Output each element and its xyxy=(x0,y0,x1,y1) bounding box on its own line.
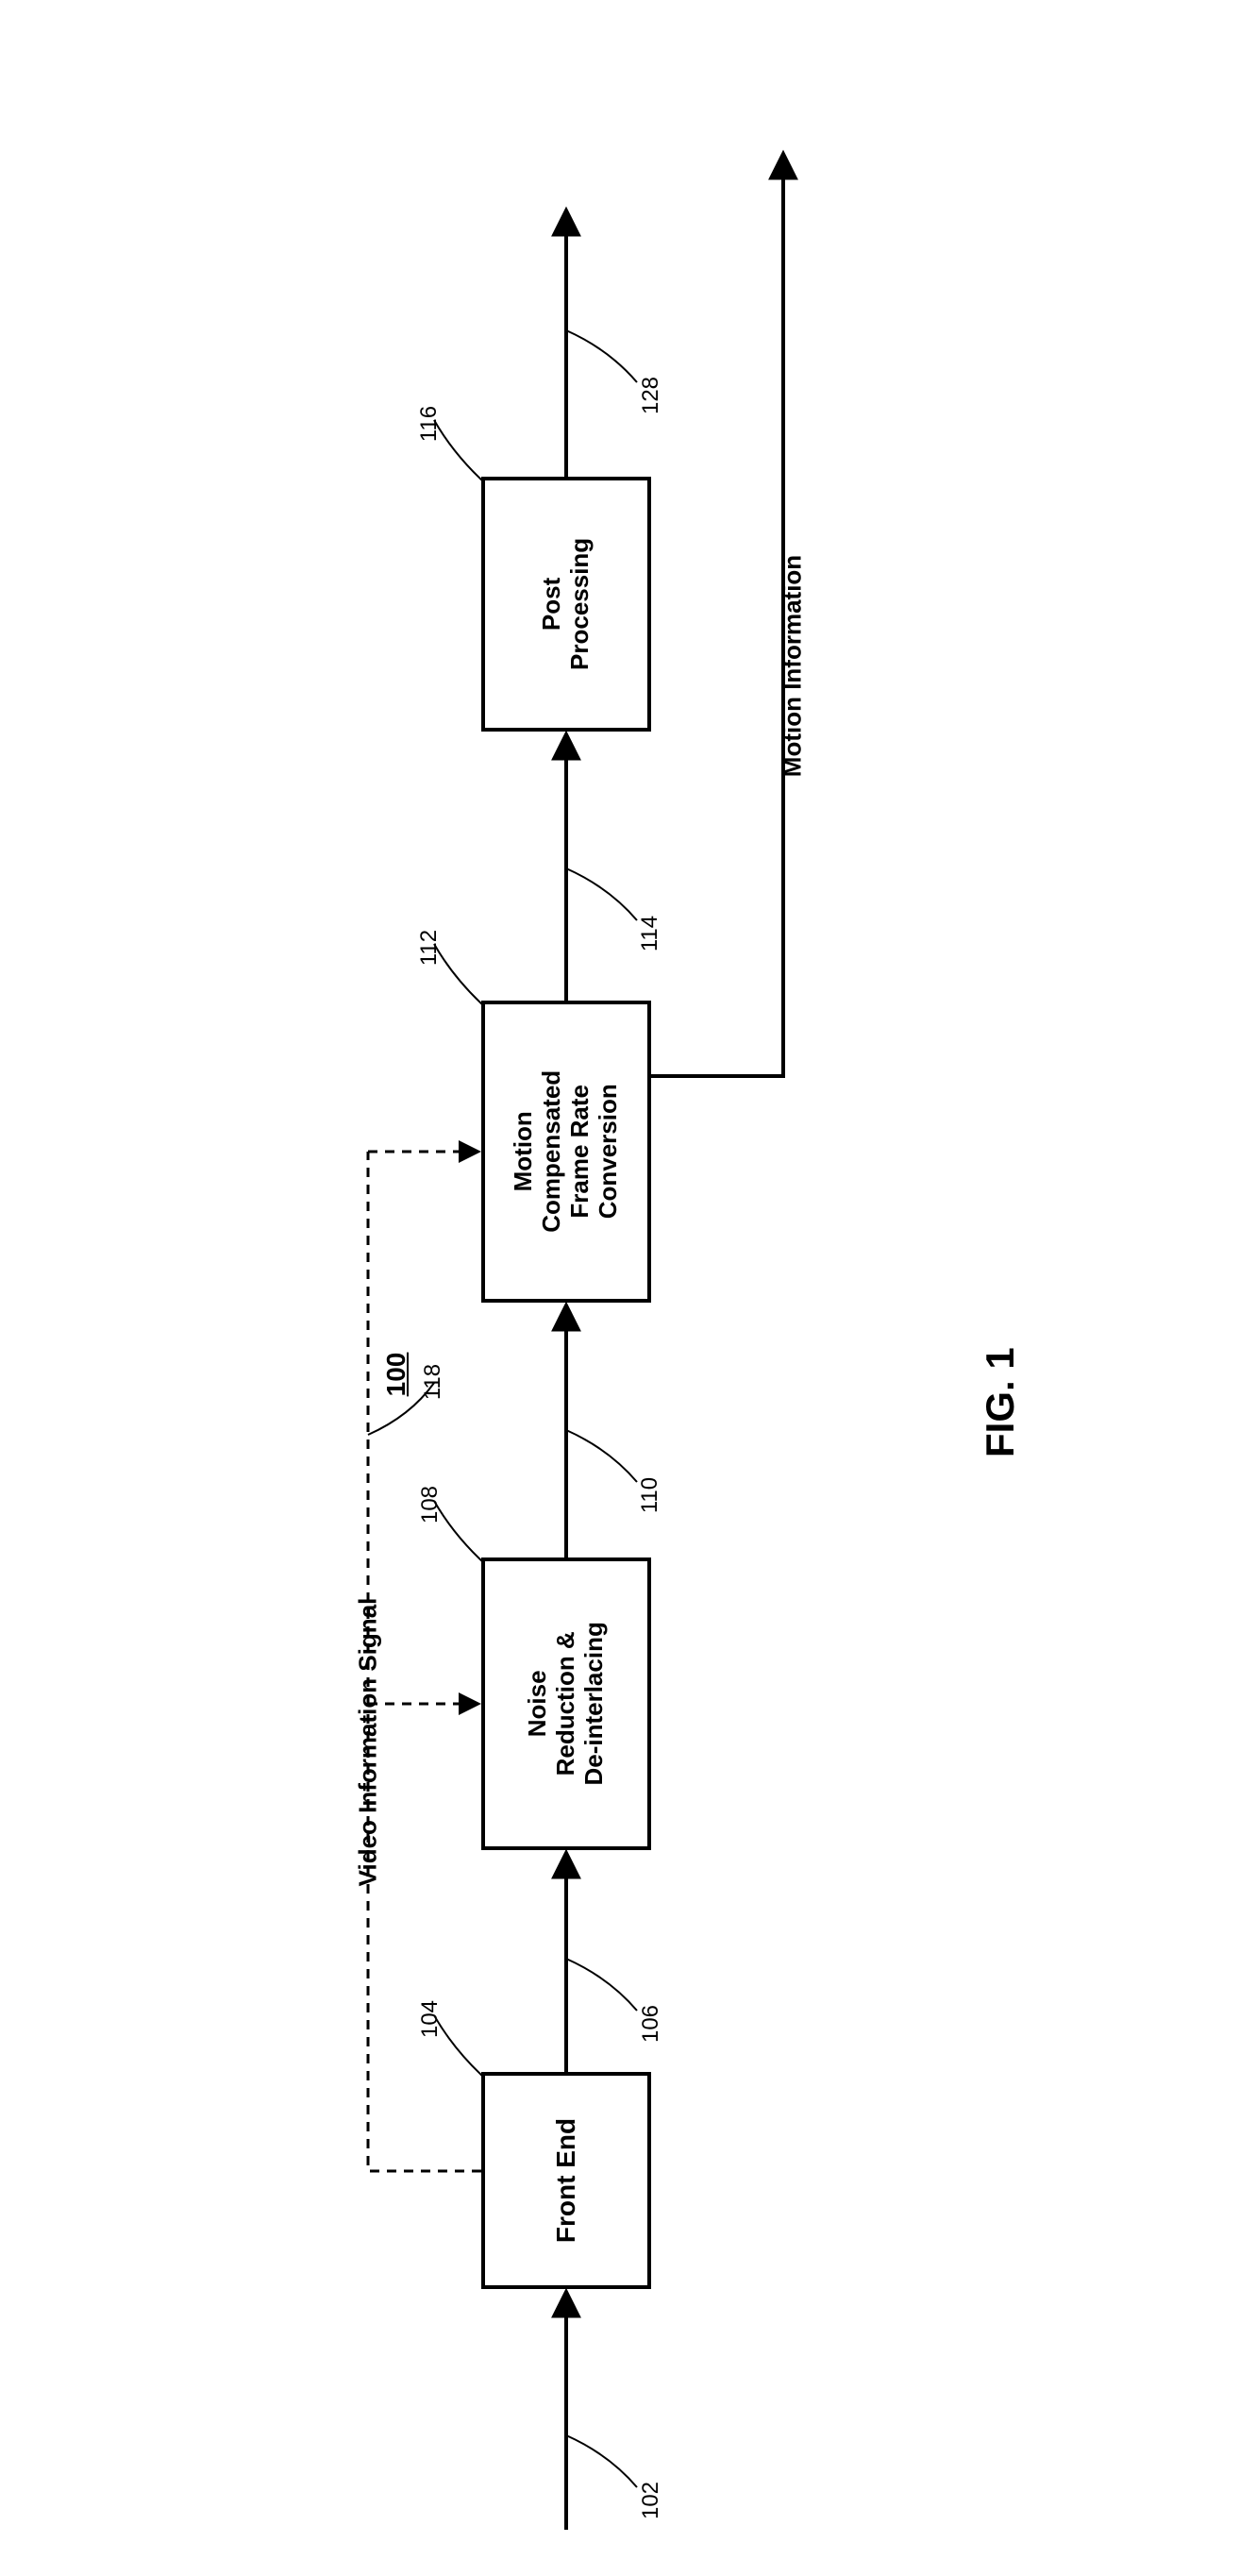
leader-106 xyxy=(566,1959,637,2011)
block-front-end: Front End xyxy=(481,2072,651,2289)
ref-108: 108 xyxy=(417,1486,444,1524)
ref-112: 112 xyxy=(416,930,443,966)
ref-116: 116 xyxy=(416,406,443,442)
ref-114: 114 xyxy=(637,916,663,951)
block-mcfrc-label: Motion Compensated Frame Rate Conversion xyxy=(510,1070,623,1233)
leader-128 xyxy=(566,330,637,382)
block-mcfrc: Motion Compensated Frame Rate Conversion xyxy=(481,1001,651,1303)
dashed-seg-1 xyxy=(368,1704,481,2171)
ref-104: 104 xyxy=(417,2000,444,2038)
block-post: Post Processing xyxy=(481,477,651,732)
block-front-end-label: Front End xyxy=(551,2118,581,2243)
leader-102 xyxy=(566,2435,637,2487)
block-post-label: Post Processing xyxy=(538,538,595,670)
leader-110 xyxy=(566,1430,637,1482)
ref-118: 118 xyxy=(420,1364,446,1400)
diagram-canvas: 100 Front End Noise Reduction & De-inter… xyxy=(38,38,1218,2538)
ref-102: 102 xyxy=(638,2482,664,2519)
ref-106: 106 xyxy=(638,2005,664,2043)
ref-110: 110 xyxy=(637,1477,663,1513)
diagram-id: 100 xyxy=(381,1337,411,1412)
ref-128: 128 xyxy=(638,377,664,414)
leader-114 xyxy=(566,868,637,920)
figure-label: FIG. 1 xyxy=(978,1306,1023,1457)
block-noise-label: Noise Reduction & De-interlacing xyxy=(524,1622,609,1785)
label-motion-info: Motion Information xyxy=(779,515,808,817)
label-video-info-signal: Video Information Signal xyxy=(354,1544,383,1941)
motion-info-arrow xyxy=(651,155,783,1076)
block-noise: Noise Reduction & De-interlacing xyxy=(481,1557,651,1850)
